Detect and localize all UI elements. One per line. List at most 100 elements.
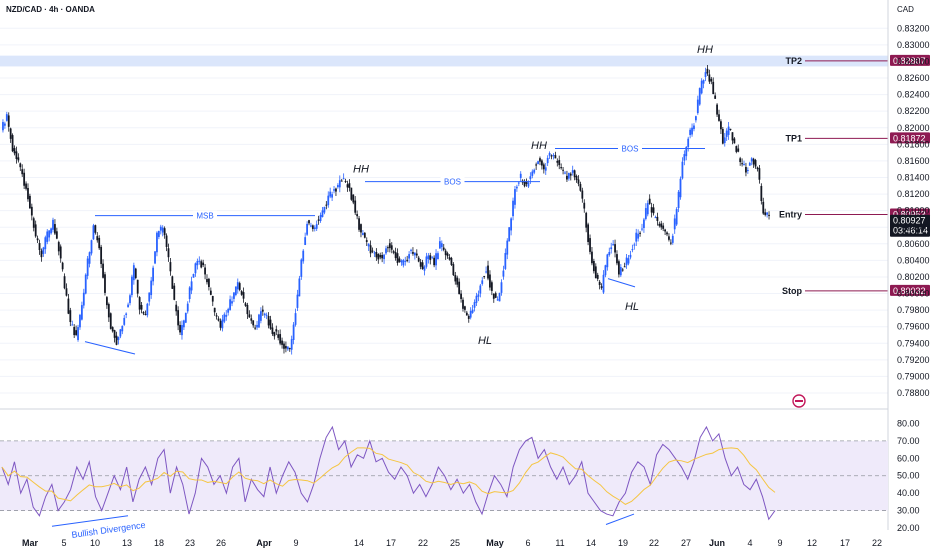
structure-label: BOS bbox=[622, 144, 639, 153]
candle-body bbox=[712, 81, 715, 95]
rsi-tick-label: 80.00 bbox=[897, 418, 920, 428]
price-tick-label: 0.83200 bbox=[897, 23, 930, 33]
time-axis[interactable]: Mar 5 10 13 18 23 26 Apr 9 14 17 22 25 May 6 11 14 19 22 27… bbox=[22, 538, 882, 548]
candle-body bbox=[156, 232, 158, 253]
candle-body bbox=[591, 251, 593, 264]
candle-body bbox=[467, 315, 470, 319]
candle-body bbox=[427, 255, 430, 260]
marker-label: Stop bbox=[782, 286, 802, 296]
candle-body bbox=[111, 327, 114, 332]
candle-body bbox=[716, 104, 718, 115]
price-tick-label: 0.82800 bbox=[897, 56, 930, 66]
candle-body bbox=[598, 281, 601, 286]
candle-body bbox=[346, 184, 349, 188]
candle-body bbox=[154, 251, 156, 264]
candle-body bbox=[627, 258, 630, 264]
candle-body bbox=[17, 157, 20, 161]
price-badge-value: 0.81872 bbox=[893, 133, 926, 143]
time-tick-label: 13 bbox=[122, 538, 132, 548]
candle-body bbox=[238, 283, 241, 290]
candle-body bbox=[402, 259, 405, 266]
candle-body bbox=[208, 278, 210, 288]
candle-body bbox=[233, 292, 235, 299]
rsi-axis[interactable]: 80.00 70.00 60.00 50.00 40.00 30.00 20.00 bbox=[897, 418, 920, 533]
candle-body bbox=[46, 231, 49, 242]
marker-label: Entry bbox=[779, 210, 802, 220]
candle-body bbox=[720, 121, 722, 130]
candle-body bbox=[367, 243, 370, 247]
candle-body bbox=[75, 330, 78, 335]
candle-body bbox=[623, 266, 626, 268]
candle-body bbox=[80, 305, 83, 320]
candle-body bbox=[398, 258, 401, 262]
candle-body bbox=[396, 253, 399, 263]
candle-body bbox=[152, 267, 154, 282]
candle-body bbox=[616, 254, 618, 264]
candle-body bbox=[452, 264, 455, 276]
candle-body bbox=[84, 274, 87, 294]
time-tick-label: Apr bbox=[256, 538, 272, 548]
candle-body bbox=[519, 173, 522, 178]
candle-body bbox=[140, 304, 143, 310]
candle-body bbox=[760, 185, 763, 202]
candle-body bbox=[514, 189, 516, 205]
candle-body bbox=[410, 249, 412, 251]
candle-body bbox=[159, 226, 162, 231]
candle-body bbox=[188, 287, 191, 299]
candle-body bbox=[213, 307, 216, 313]
candle-body bbox=[664, 229, 666, 232]
candle-body bbox=[698, 88, 701, 105]
candle-body bbox=[362, 233, 364, 235]
candle-body bbox=[629, 254, 632, 258]
candle-body bbox=[539, 158, 541, 162]
candle-body bbox=[448, 257, 451, 260]
candle-body bbox=[656, 216, 659, 221]
candle-body bbox=[754, 160, 757, 167]
price-badge bbox=[890, 284, 930, 296]
candle-body bbox=[136, 279, 139, 294]
rsi-line bbox=[1, 425, 776, 521]
candle-body bbox=[144, 313, 147, 315]
candle-body bbox=[352, 194, 355, 203]
price-tick-label: 0.81000 bbox=[897, 206, 930, 216]
time-tick-label: 5 bbox=[61, 538, 66, 548]
candle-body bbox=[437, 253, 439, 260]
candle-body bbox=[440, 243, 443, 248]
price-tick-label: 0.82400 bbox=[897, 90, 930, 100]
candle-body bbox=[718, 114, 720, 121]
rsi-pane: Bullish Divergence bbox=[0, 425, 888, 540]
candle-body bbox=[671, 235, 674, 243]
candle-body bbox=[319, 215, 322, 221]
candle-body bbox=[325, 204, 328, 206]
candle-body bbox=[61, 262, 64, 270]
candle-body bbox=[379, 254, 382, 258]
candle-body bbox=[283, 343, 285, 349]
candle-body bbox=[658, 223, 661, 226]
candle-body bbox=[652, 207, 655, 214]
candle-body bbox=[123, 317, 126, 325]
candle-body bbox=[566, 175, 568, 180]
candle-body bbox=[471, 309, 474, 313]
structure-levels: MSB BOS BOS bbox=[95, 143, 705, 221]
candle-body bbox=[285, 346, 287, 349]
time-tick-label: 12 bbox=[807, 538, 817, 548]
candle-body bbox=[450, 258, 453, 265]
candle-body bbox=[358, 218, 360, 230]
time-tick-label: 22 bbox=[418, 538, 428, 548]
candle-body bbox=[660, 223, 663, 228]
rsi-ma-line bbox=[1, 447, 776, 505]
candle-body bbox=[506, 240, 509, 255]
alert-icon[interactable] bbox=[792, 394, 806, 408]
candle-body bbox=[454, 275, 457, 282]
candle-body bbox=[86, 258, 89, 276]
candle-body bbox=[743, 163, 745, 165]
candle-body bbox=[306, 223, 308, 235]
candle-body bbox=[587, 224, 590, 242]
candle-body bbox=[523, 181, 526, 187]
candle-body bbox=[298, 278, 301, 297]
price-tick-label: 0.82000 bbox=[897, 123, 930, 133]
candle-body bbox=[381, 254, 384, 259]
price-axis[interactable]: 0.83200 0.83000 0.82800 0.82600 0.82400 0.822… bbox=[897, 23, 930, 398]
candle-body bbox=[415, 253, 418, 256]
